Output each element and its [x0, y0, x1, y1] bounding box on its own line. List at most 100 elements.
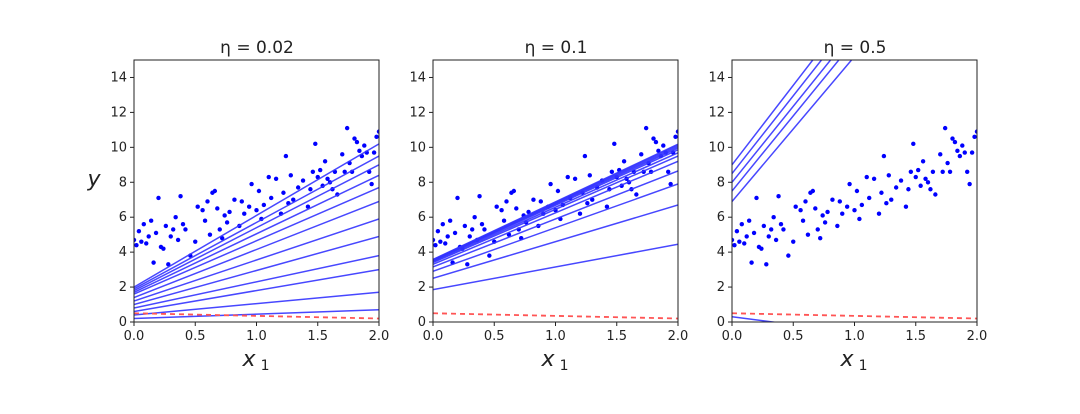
- prediction-line: [732, 60, 853, 202]
- data-point: [205, 199, 210, 204]
- data-point: [969, 150, 975, 155]
- data-point: [479, 221, 485, 227]
- data-point: [305, 204, 311, 209]
- panel-title: η = 0.5: [824, 38, 887, 58]
- data-point: [825, 209, 830, 215]
- prediction-line: [134, 268, 379, 313]
- plot-area: 0.0 0.5 1.0 1.5 2.0 0 2 4 6 8 10 12 14: [708, 59, 987, 344]
- x-ticks: 0.0 0.5 1.0 1.5 2.0: [722, 322, 987, 344]
- data-point: [805, 232, 811, 237]
- data-point: [822, 220, 828, 225]
- data-point: [962, 150, 967, 155]
- prediction-line: [433, 243, 678, 291]
- y-tick-label: 0: [418, 315, 426, 330]
- x-ticks: 0.0 0.5 1.0 1.5 2.0: [124, 322, 389, 344]
- data-point: [151, 260, 156, 265]
- data-point: [433, 237, 436, 243]
- data-point: [732, 242, 737, 248]
- x-tick-label: 2.0: [668, 329, 689, 344]
- data-point: [440, 221, 445, 227]
- plot-area: 0.0 0.5 1.0 1.5 2.0 0 2 4 6 8 10 12 14: [110, 59, 389, 344]
- data-point: [965, 169, 970, 174]
- data-point: [134, 237, 137, 243]
- data-point: [577, 211, 583, 216]
- data-point: [261, 202, 267, 208]
- panel-3: η = 0.5 0.0 0.5 1.0 1.5 2.0 0 2 4 6 8 10 12 14 x 1: [708, 38, 987, 374]
- prediction-line: [732, 60, 814, 166]
- data-point: [643, 125, 649, 131]
- data-point: [742, 241, 747, 246]
- x-tick-label: 1.0: [844, 329, 865, 344]
- y-tick-label: 2: [119, 280, 127, 295]
- data-point: [786, 253, 791, 258]
- data-point: [634, 192, 639, 197]
- data-point: [565, 174, 570, 180]
- data-point: [803, 199, 808, 204]
- data-point: [136, 228, 142, 234]
- data-point: [163, 223, 169, 229]
- data-point: [732, 237, 735, 243]
- data-point: [835, 223, 840, 229]
- data-point: [668, 181, 673, 187]
- panel-2: η = 0.1 0.0 0.5 1.0 1.5 2.0 0 2 4 6 8 10 12 14 x 1: [409, 38, 688, 374]
- data-point: [947, 169, 953, 174]
- y-tick-label: 6: [119, 210, 127, 225]
- data-point: [769, 227, 774, 232]
- data-point: [744, 234, 749, 239]
- data-point: [249, 181, 254, 187]
- data-point: [651, 136, 656, 141]
- data-point: [318, 167, 323, 173]
- prediction-line: [134, 291, 379, 316]
- data-point: [903, 204, 909, 209]
- data-point: [273, 176, 279, 181]
- data-point: [820, 213, 825, 218]
- panel-title: η = 0.1: [525, 38, 588, 58]
- data-point: [871, 176, 877, 181]
- data-point: [940, 169, 945, 174]
- data-point: [455, 195, 460, 201]
- data-point: [220, 235, 225, 241]
- data-point: [639, 152, 644, 157]
- prediction-line: [433, 143, 678, 261]
- x-axis-label-subscript: 1: [560, 358, 569, 374]
- data-point: [134, 242, 139, 248]
- data-point: [433, 242, 438, 248]
- x-axis-label: x 1: [540, 347, 568, 374]
- data-point: [933, 192, 938, 197]
- y-tick-label: 0: [717, 315, 725, 330]
- data-point: [465, 262, 470, 267]
- data-point: [215, 206, 220, 211]
- prediction-line: [433, 152, 678, 263]
- data-point: [369, 181, 374, 187]
- data-point: [960, 143, 965, 148]
- x-axis-label-main: x: [839, 347, 854, 372]
- data-point: [354, 139, 360, 145]
- prediction-line: [134, 155, 379, 290]
- prediction-line: [134, 254, 379, 309]
- data-point: [200, 208, 205, 213]
- y-tick-label: 12: [409, 105, 426, 120]
- prediction-line: [732, 60, 823, 174]
- y-tick-label: 14: [708, 70, 725, 85]
- initial-prediction-line: [433, 312, 678, 320]
- y-tick-label: 6: [418, 210, 426, 225]
- data-point: [514, 206, 519, 211]
- y-tick-label: 8: [717, 175, 725, 190]
- data-point: [916, 167, 921, 173]
- data-point: [511, 188, 517, 194]
- data-point: [156, 195, 161, 201]
- y-tick-label: 12: [708, 105, 725, 120]
- data-point: [266, 174, 271, 180]
- data-point: [256, 188, 262, 194]
- data-point: [141, 221, 146, 227]
- data-point: [847, 181, 852, 187]
- x-tick-label: 1.0: [545, 329, 566, 344]
- data-point: [212, 188, 218, 194]
- data-point: [906, 187, 911, 192]
- data-point: [952, 139, 958, 145]
- data-point: [281, 190, 286, 195]
- data-point: [371, 150, 377, 155]
- data-point: [810, 188, 816, 194]
- data-point: [955, 148, 960, 154]
